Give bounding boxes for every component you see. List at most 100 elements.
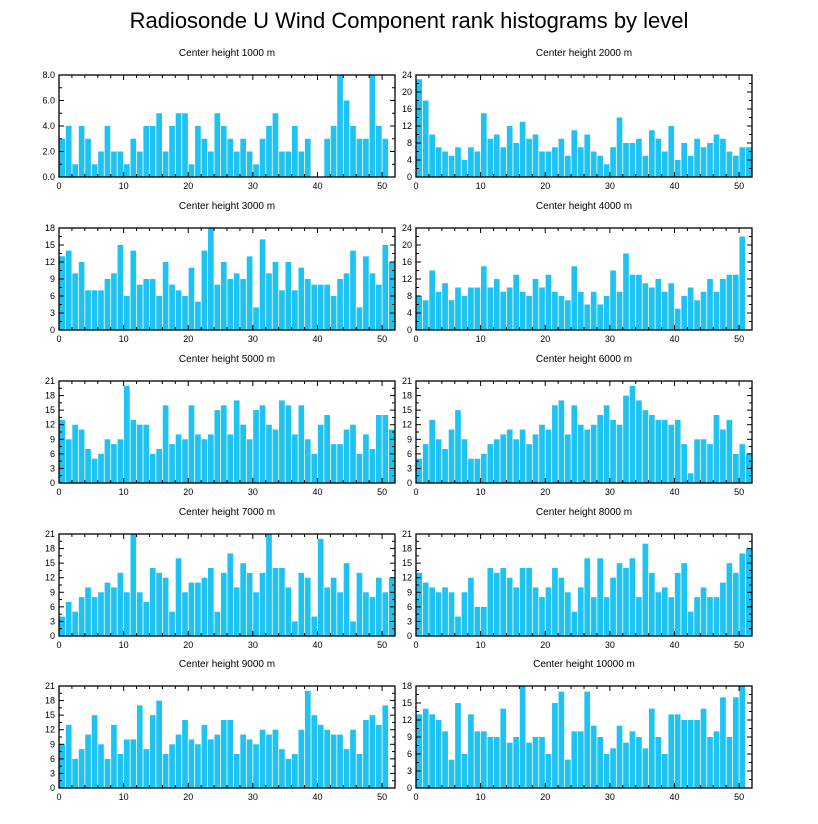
y-tick-label: 21 bbox=[402, 376, 412, 386]
histogram-bar bbox=[214, 284, 221, 330]
histogram-bar bbox=[733, 155, 739, 177]
histogram-bar bbox=[285, 758, 292, 788]
histogram-bar bbox=[382, 245, 389, 330]
histogram-bar bbox=[382, 705, 389, 788]
histogram-bar bbox=[584, 558, 591, 636]
histogram-bar bbox=[429, 587, 435, 636]
histogram-bar bbox=[266, 734, 272, 788]
y-tick-label: 15 bbox=[45, 558, 55, 568]
chart-main-title: Radiosonde U Wind Component rank histogr… bbox=[129, 8, 689, 33]
x-tick-label: 0 bbox=[56, 792, 61, 802]
histogram-bar bbox=[468, 147, 474, 177]
histogram-bar bbox=[253, 164, 259, 177]
histogram-bar bbox=[272, 429, 279, 483]
histogram-bar bbox=[603, 597, 610, 636]
histogram-bar bbox=[272, 729, 279, 788]
panel-title: Center height 1000 m bbox=[179, 48, 275, 59]
histogram-bar bbox=[636, 597, 642, 636]
y-tick-label: 4 bbox=[407, 308, 412, 318]
histogram-bar bbox=[317, 424, 324, 483]
histogram-bar bbox=[208, 739, 214, 788]
histogram-bar bbox=[214, 410, 221, 483]
histogram-bar bbox=[513, 439, 519, 483]
x-tick-label: 0 bbox=[413, 640, 418, 650]
histogram-bar bbox=[687, 287, 694, 330]
histogram-bar bbox=[298, 572, 305, 636]
histogram-bar bbox=[597, 304, 603, 330]
histogram-bar bbox=[539, 424, 545, 483]
histogram-bar bbox=[442, 151, 448, 177]
histogram-bar bbox=[149, 568, 156, 636]
histogram-bar bbox=[493, 572, 500, 636]
histogram-bar bbox=[162, 577, 169, 636]
histogram-bar bbox=[350, 621, 356, 636]
y-tick-label: 6 bbox=[407, 449, 412, 459]
histogram-bar bbox=[416, 79, 423, 177]
histogram-bar bbox=[78, 749, 85, 788]
x-tick-label: 10 bbox=[119, 487, 129, 497]
histogram-bar bbox=[455, 410, 461, 483]
y-tick-label: 12 bbox=[45, 725, 55, 735]
histogram-bar bbox=[98, 592, 104, 636]
histogram-bar bbox=[429, 419, 435, 483]
y-tick-label: 16 bbox=[402, 104, 412, 114]
histogram-bar bbox=[266, 534, 272, 636]
histogram-bar bbox=[369, 715, 376, 788]
histogram-bar bbox=[149, 453, 156, 483]
histogram-bar bbox=[298, 405, 305, 483]
histogram-bar bbox=[220, 126, 227, 177]
x-tick-label: 20 bbox=[540, 487, 550, 497]
y-tick-label: 20 bbox=[402, 87, 412, 97]
y-tick-label: 21 bbox=[45, 529, 55, 539]
histogram-bar bbox=[435, 439, 442, 483]
histogram-bar bbox=[337, 279, 343, 330]
x-tick-label: 10 bbox=[476, 334, 486, 344]
histogram-bar bbox=[552, 291, 558, 330]
histogram-bar bbox=[324, 587, 330, 636]
histogram-bar bbox=[91, 164, 98, 177]
histogram-bar bbox=[266, 126, 272, 177]
histogram-bar bbox=[317, 538, 324, 636]
histogram-bar bbox=[468, 577, 474, 636]
histogram-bar bbox=[162, 405, 169, 483]
histogram-bar bbox=[91, 597, 98, 636]
histogram-bar bbox=[616, 424, 623, 483]
histogram-bar bbox=[558, 400, 565, 483]
histogram-bar bbox=[603, 405, 610, 483]
histogram-bar bbox=[655, 592, 662, 636]
x-tick-label: 0 bbox=[56, 640, 61, 650]
histogram-bar bbox=[136, 592, 143, 636]
histogram-bar bbox=[91, 715, 98, 788]
histogram-bar bbox=[655, 737, 662, 788]
histogram-bar bbox=[124, 164, 130, 177]
histogram-bar bbox=[629, 274, 636, 330]
histogram-bar bbox=[304, 279, 311, 330]
histogram-bar bbox=[616, 291, 623, 330]
histogram-bar bbox=[292, 126, 298, 177]
histogram-bar bbox=[59, 616, 66, 636]
histogram-bar bbox=[545, 754, 552, 788]
x-tick-label: 40 bbox=[669, 792, 679, 802]
histogram-bar bbox=[552, 568, 558, 636]
histogram-bar bbox=[182, 592, 188, 636]
histogram-bar bbox=[246, 572, 253, 636]
histogram-bar bbox=[513, 143, 519, 177]
histogram-bar bbox=[474, 458, 481, 483]
histogram-bar bbox=[455, 616, 461, 636]
histogram-bar bbox=[220, 572, 227, 636]
histogram-bar bbox=[330, 734, 337, 788]
y-tick-label: 3 bbox=[50, 768, 55, 778]
histogram-bar bbox=[655, 138, 662, 177]
histogram-bar bbox=[481, 606, 487, 636]
histogram-bar bbox=[136, 284, 143, 330]
histogram-bar bbox=[188, 405, 195, 483]
x-tick-label: 20 bbox=[540, 334, 550, 344]
y-tick-label: 15 bbox=[45, 405, 55, 415]
histogram-bar bbox=[674, 160, 681, 177]
y-tick-label: 12 bbox=[402, 274, 412, 284]
histogram-bar bbox=[739, 147, 746, 177]
histogram-bar bbox=[687, 473, 694, 483]
histogram-bar bbox=[649, 708, 655, 788]
histogram-bar bbox=[577, 147, 584, 177]
x-tick-label: 50 bbox=[734, 334, 744, 344]
